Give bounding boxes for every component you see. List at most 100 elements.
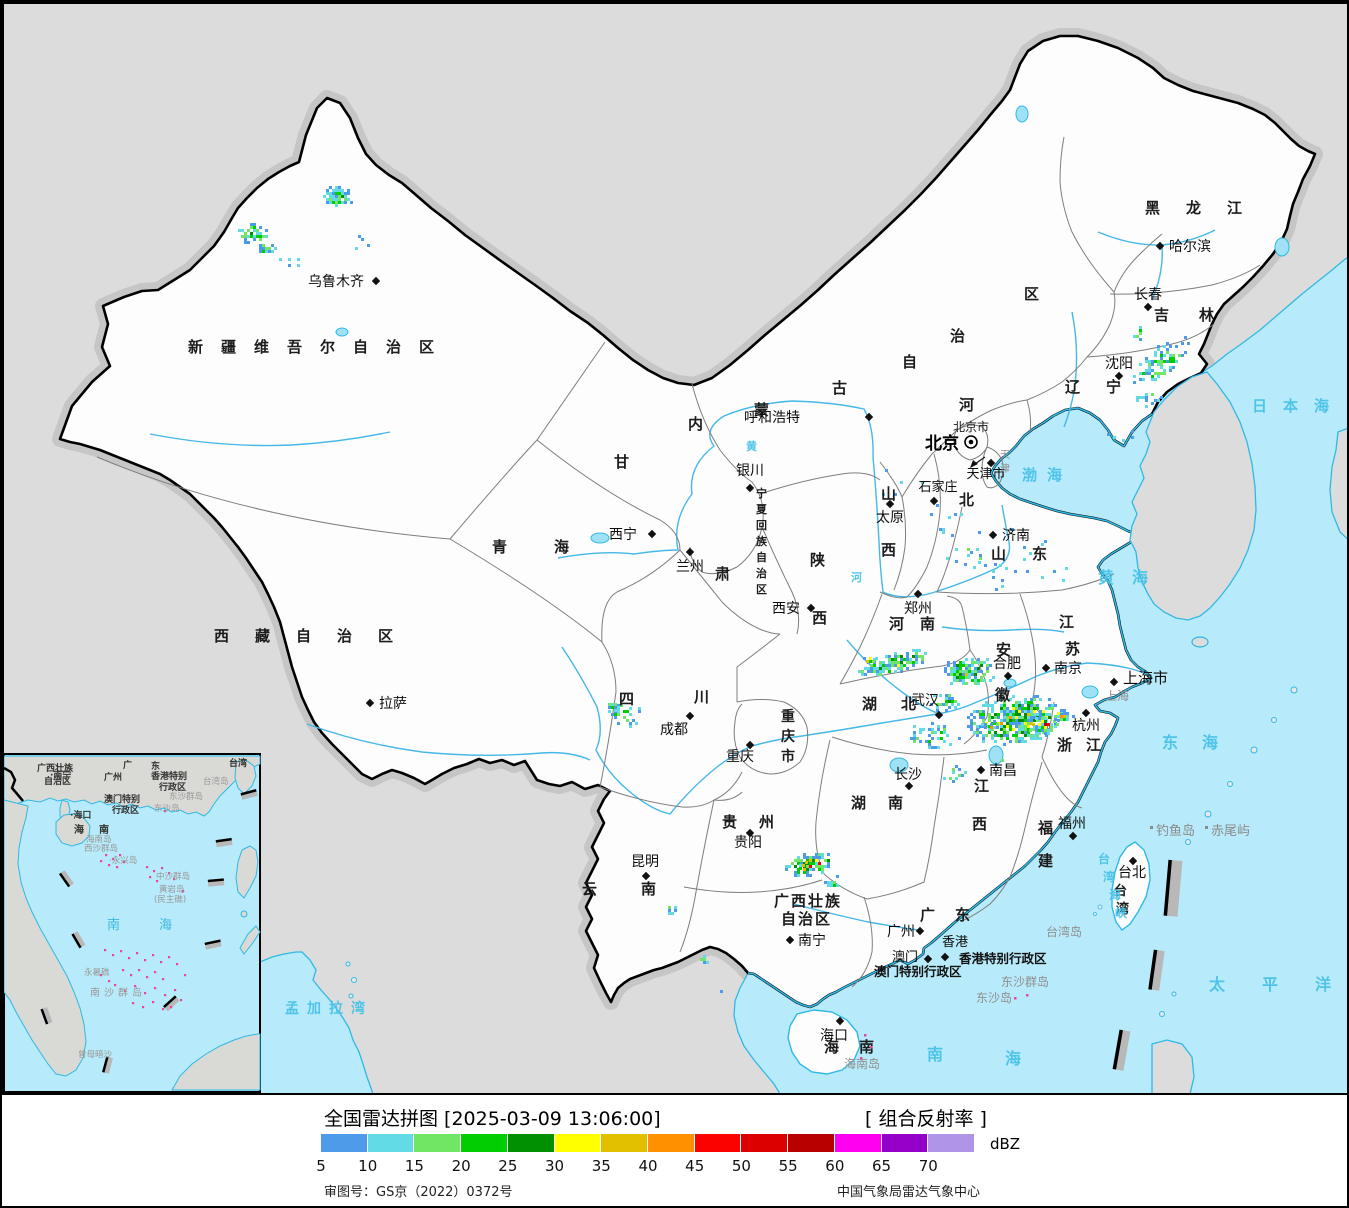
dbz-tick: 10	[358, 1157, 378, 1175]
echo-pixel	[1131, 436, 1134, 439]
echo-pixel	[818, 865, 821, 868]
echo-pixel	[936, 706, 939, 709]
inset-palawan	[239, 925, 261, 955]
city-label: 沈阳	[1105, 356, 1133, 372]
echo-pixel	[1018, 719, 1021, 722]
echo-pixel	[910, 737, 913, 740]
echo-pixel	[806, 859, 809, 862]
echo-pixel	[991, 737, 994, 740]
echo-pixel	[962, 682, 965, 685]
echo-pixel	[259, 226, 262, 229]
inset-reef-dot	[128, 957, 131, 960]
minor-label: 东沙群岛	[1001, 974, 1049, 989]
echo-pixel	[335, 186, 338, 189]
echo-pixel	[976, 548, 979, 551]
echo-pixel	[614, 716, 617, 719]
japan-land	[1329, 427, 1347, 540]
province-borders	[96, 136, 1261, 988]
province-label: 治	[950, 327, 965, 345]
echo-pixel	[979, 731, 982, 734]
echo-pixel	[900, 661, 903, 664]
echo-pixel	[997, 713, 1000, 716]
echo-pixel	[989, 664, 992, 667]
echo-pixel	[985, 704, 988, 707]
echo-pixel	[794, 874, 797, 877]
city-label: 上海市	[1123, 669, 1168, 687]
echo-pixel	[1027, 731, 1030, 734]
echo-pixel	[1035, 717, 1038, 720]
echo-pixel	[992, 576, 995, 579]
echo-pixel	[1001, 585, 1004, 588]
tianjin-arrow	[970, 456, 986, 468]
province-label: 徽	[994, 686, 1011, 704]
map-frame	[2, 2, 1347, 1095]
province-label: 市	[781, 748, 795, 765]
echo-pixel	[913, 737, 916, 740]
inset-reef-dot	[152, 954, 155, 957]
echo-pixel	[1006, 713, 1009, 716]
echo-pixel	[1057, 712, 1060, 715]
sea-label: 南	[927, 1045, 943, 1064]
echo-pixel	[976, 725, 979, 728]
echo-pixel	[1062, 579, 1065, 582]
province-label: 宁	[756, 486, 767, 500]
echo-pixel	[1006, 710, 1009, 713]
echo-pixel	[1044, 540, 1047, 543]
echo-pixel	[614, 713, 617, 716]
echo-pixel	[947, 661, 950, 664]
echo-pixel	[803, 853, 806, 856]
echo-pixel	[1009, 728, 1012, 731]
echo-pixel	[948, 700, 951, 703]
echo-pixel	[806, 871, 809, 874]
echo-pixel	[897, 655, 900, 658]
echo-pixel	[971, 664, 974, 667]
echo-pixel	[1041, 720, 1044, 723]
echo-pixel	[1027, 704, 1030, 707]
province-label: 云	[582, 880, 597, 898]
echo-pixel	[950, 682, 953, 685]
echo-pixel	[1024, 719, 1027, 722]
inset-reef-dot	[112, 954, 115, 957]
echo-pixel	[1036, 707, 1039, 710]
city-label: 乌鲁木齐	[308, 274, 364, 290]
echo-pixel	[976, 734, 979, 737]
echo-pixel	[891, 664, 894, 667]
province-label: 台	[1114, 883, 1127, 899]
echo-pixel	[332, 189, 335, 192]
echo-pixel	[1006, 722, 1009, 725]
echo-pixel	[812, 862, 815, 865]
echo-pixel	[344, 195, 347, 198]
echo-pixel	[876, 667, 879, 670]
echo-pixel	[875, 657, 878, 660]
city-label: 银川	[736, 463, 764, 479]
echo-pixel	[794, 859, 797, 862]
echo-pixel	[900, 664, 903, 667]
echo-pixel	[1024, 722, 1027, 725]
echo-pixel	[1166, 351, 1169, 354]
echo-pixel	[827, 859, 830, 862]
echo-pixel	[812, 859, 815, 862]
dbz-tick: 55	[778, 1157, 798, 1175]
echo-pixel	[912, 655, 915, 658]
echo-pixel	[806, 868, 809, 871]
echo-pixel	[968, 670, 971, 673]
echo-pixel	[977, 667, 980, 670]
echo-pixel	[970, 719, 973, 722]
echo-pixel	[943, 728, 946, 731]
legend-color-step-70	[928, 1134, 976, 1152]
echo-pixel	[1018, 704, 1021, 707]
dbz-tick: 35	[591, 1157, 611, 1175]
reef-dot	[870, 1046, 873, 1049]
penghu-islands	[1093, 904, 1103, 916]
echo-pixel	[1018, 740, 1021, 743]
echo-pixel	[882, 667, 885, 670]
echo-pixel	[367, 244, 370, 247]
legend-color-step-60	[834, 1134, 882, 1152]
echo-pixel	[891, 661, 894, 664]
echo-pixel	[1027, 701, 1030, 704]
province-label: 湖南	[851, 794, 925, 812]
echo-pixel	[888, 667, 891, 670]
echo-pixel	[950, 673, 953, 676]
city-label: 西安	[772, 601, 800, 617]
echo-pixel	[1003, 707, 1006, 710]
